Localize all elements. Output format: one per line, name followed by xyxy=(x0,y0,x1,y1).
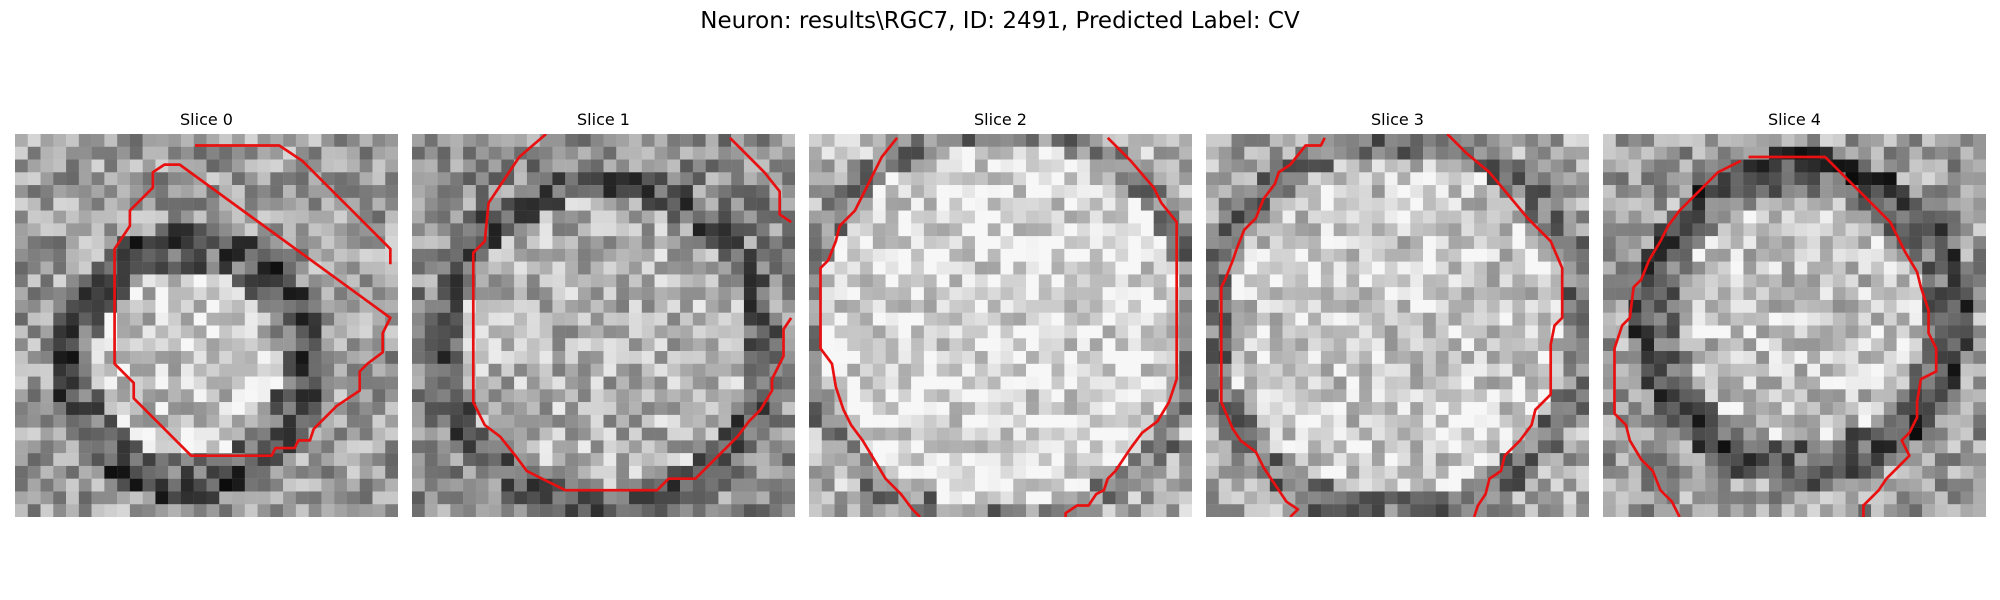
slice-image-3 xyxy=(1206,134,1589,517)
segmentation-contour xyxy=(1219,134,1564,517)
slice-image-2 xyxy=(809,134,1192,517)
slice-image-4 xyxy=(1603,134,1986,517)
slice-title: Slice 4 xyxy=(1768,110,1821,129)
segmentation-contour xyxy=(819,136,1179,517)
slice-title: Slice 1 xyxy=(577,110,630,129)
segmentation-contour xyxy=(113,144,392,458)
slice-title: Slice 0 xyxy=(180,110,233,129)
segmentation-contour xyxy=(471,134,793,492)
slice-image-0 xyxy=(15,134,398,517)
figure-title: Neuron: results\RGC7, ID: 2491, Predicte… xyxy=(700,8,1300,34)
slice-title: Slice 2 xyxy=(974,110,1027,129)
slice-image-1 xyxy=(412,134,795,517)
segmentation-contour xyxy=(1613,155,1938,517)
slice-title: Slice 3 xyxy=(1371,110,1424,129)
